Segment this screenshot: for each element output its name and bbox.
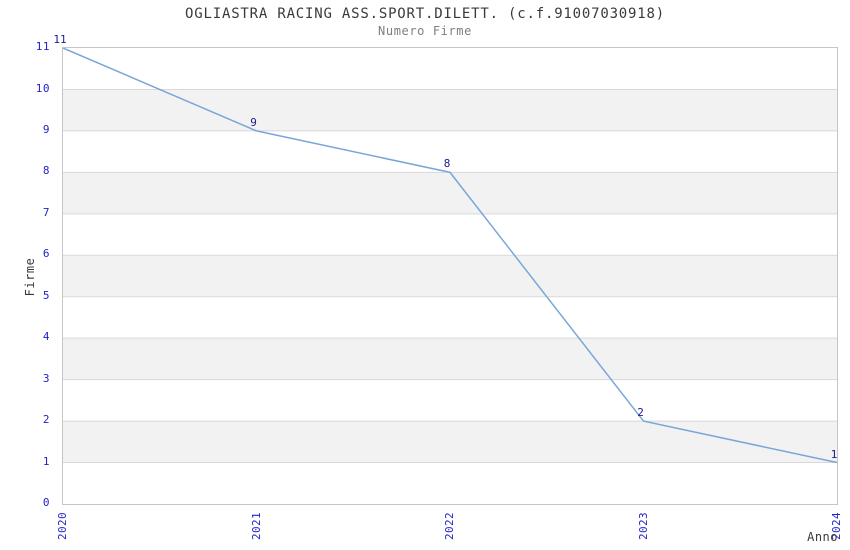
y-tick-label: 2 (42, 413, 50, 427)
y-tick-label: 3 (42, 371, 50, 385)
plot-band (63, 130, 837, 173)
chart-subtitle: Numero Firme (378, 24, 472, 38)
plot-area (62, 47, 838, 505)
plot-band (63, 462, 837, 504)
data-point-label: 9 (250, 115, 257, 129)
y-tick-label: 9 (42, 122, 50, 136)
chart-title: OGLIASTRA RACING ASS.SPORT.DILETT. (c.f.… (185, 6, 665, 22)
y-tick-label: 1 (42, 454, 50, 468)
data-line (63, 48, 837, 464)
y-tick-label: 5 (42, 288, 50, 302)
plot-band (63, 89, 837, 131)
plot-band (63, 172, 837, 214)
x-tick-label: 2021 (249, 511, 262, 541)
y-tick-label: 8 (42, 164, 50, 178)
data-point-label: 2 (637, 406, 644, 420)
plot-band (63, 296, 837, 339)
plot-band (63, 338, 837, 380)
y-tick-label: 6 (42, 247, 50, 261)
data-point-label: 8 (443, 157, 451, 171)
plot-svg (63, 48, 837, 504)
x-axis-label: Anno (807, 530, 838, 544)
plot-band (63, 421, 837, 463)
plot-band (63, 213, 837, 256)
plot-band (63, 379, 837, 422)
x-tick-label: 2022 (442, 511, 456, 541)
x-tick-label: 2023 (636, 511, 649, 541)
plot-band (63, 48, 837, 90)
y-tick-label: 10 (35, 81, 50, 95)
y-tick-label: 0 (42, 496, 50, 509)
data-point-label: 11 (53, 33, 67, 46)
y-tick-label: 4 (42, 330, 50, 344)
x-tick-label: 2020 (55, 511, 69, 541)
plot-band (63, 255, 837, 297)
data-point-label: 1 (830, 447, 838, 461)
y-tick-label: 11 (35, 40, 50, 53)
y-tick-label: 7 (42, 205, 50, 219)
